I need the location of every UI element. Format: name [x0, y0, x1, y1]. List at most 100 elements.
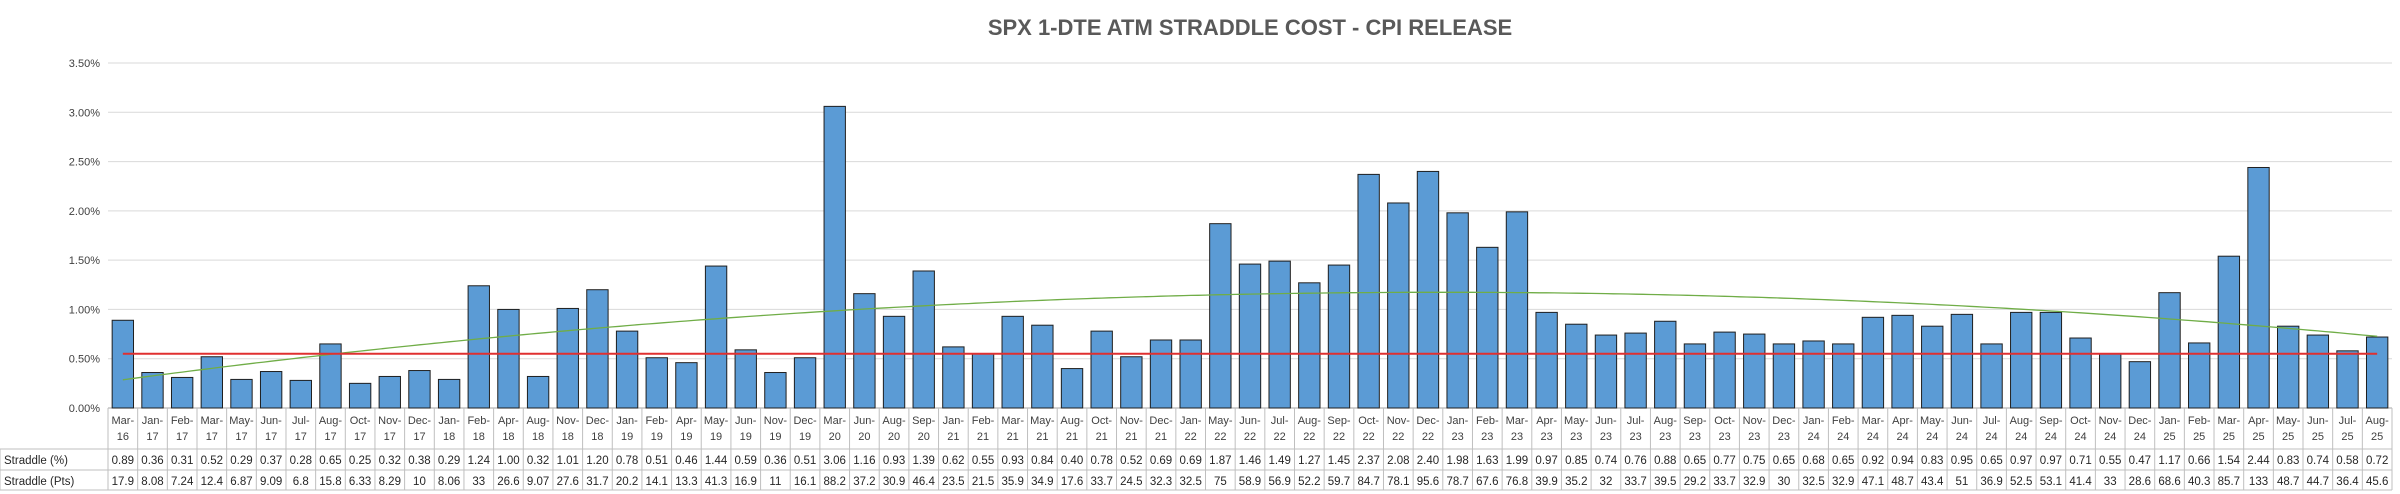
table-cell: 0.94 [1891, 455, 1914, 467]
bar [675, 362, 698, 409]
table-cell: 0.88 [1654, 455, 1676, 467]
x-tick-label: May- [1208, 415, 1233, 427]
table-cell: 0.31 [171, 455, 193, 467]
x-tick-label: Nov- [556, 415, 580, 427]
x-tick-label: May- [1030, 415, 1055, 427]
table-cell: 20.2 [616, 476, 638, 488]
table-cell: 51 [1955, 476, 1968, 488]
table-cell: 8.08 [141, 476, 163, 488]
bar [2365, 336, 2389, 409]
table-cell: 0.92 [1862, 455, 1884, 467]
x-tick-label: 24 [2104, 431, 2116, 443]
x-tick-label: Feb- [1476, 415, 1499, 427]
table-cell: 76.8 [1506, 476, 1528, 488]
x-tick-label: 23 [1659, 431, 1671, 443]
table-cell: 7.24 [171, 476, 194, 488]
y-tick-label: 1.50% [69, 255, 100, 267]
table-cell: 0.25 [349, 455, 371, 467]
x-tick-label: Feb- [467, 415, 490, 427]
trend-line [122, 291, 2378, 381]
x-tick-label: Nov- [1120, 415, 1144, 427]
table-cell: 85.7 [2218, 476, 2240, 488]
bar [408, 370, 431, 409]
bar [1179, 339, 1202, 409]
bar [378, 375, 401, 409]
x-tick-label: Apr- [498, 415, 519, 427]
table-cell: 29.2 [1684, 476, 1706, 488]
x-tick-label: 17 [384, 431, 396, 443]
table-cell: 1.24 [468, 455, 491, 467]
bar [230, 378, 253, 409]
table-cell: 0.69 [1179, 455, 1201, 467]
bar [1327, 264, 1351, 409]
table-cell: 0.69 [1150, 455, 1172, 467]
bar [2306, 334, 2330, 409]
table-cell: 52.5 [2010, 476, 2032, 488]
table-cell: 1.20 [586, 455, 608, 467]
x-tick-label: Mar- [1862, 415, 1885, 427]
table-cell: 39.9 [1535, 476, 1557, 488]
bar [1565, 323, 1588, 409]
table-cell: 0.77 [1713, 455, 1735, 467]
x-tick-label: Oct- [2070, 415, 2091, 427]
table-cell: 14.1 [646, 476, 668, 488]
table-cell: 0.36 [141, 455, 163, 467]
x-tick-label: 24 [1985, 431, 1997, 443]
x-tick-label: 23 [1778, 431, 1790, 443]
bar [1683, 343, 1707, 409]
x-tick-label: Jul- [1271, 415, 1289, 427]
bar [1416, 170, 1440, 409]
table-cell: 6.87 [230, 476, 252, 488]
y-tick-label: 3.00% [69, 107, 100, 119]
bar [1772, 343, 1796, 409]
bar [2069, 337, 2092, 409]
bar [2217, 255, 2241, 409]
x-tick-label: Mar- [1001, 415, 1024, 427]
bar [971, 353, 995, 409]
table-cell: 30 [1778, 476, 1791, 488]
table-cell: 0.62 [942, 455, 964, 467]
table-cell: 31.7 [586, 476, 608, 488]
bar [111, 319, 135, 409]
x-tick-label: Apr- [2248, 415, 2269, 427]
x-tick-label: 22 [1392, 431, 1404, 443]
table-cell: 16.1 [794, 476, 816, 488]
table-cell: 32.9 [1832, 476, 1854, 488]
table-cell: 1.44 [705, 455, 728, 467]
table-cell: 32.3 [1150, 476, 1172, 488]
table-cell: 0.55 [972, 455, 994, 467]
bar [526, 375, 550, 409]
table-cell: 0.65 [319, 455, 341, 467]
table-cell: 0.38 [408, 455, 430, 467]
table-cell: 34.9 [1031, 476, 1053, 488]
table-cell: 0.32 [527, 455, 549, 467]
table-cell: 0.72 [2366, 455, 2388, 467]
table-cell: 6.8 [293, 476, 309, 488]
table-cell: 17.6 [1061, 476, 1083, 488]
bar [1001, 315, 1024, 409]
x-tick-label: Jan- [1803, 415, 1825, 427]
table-cell: 21.5 [972, 476, 994, 488]
table-cell: 0.37 [260, 455, 282, 467]
bar [259, 371, 283, 409]
table-cell: 0.55 [2099, 455, 2121, 467]
table-cell: 1.63 [1476, 455, 1498, 467]
x-tick-label: Nov- [764, 415, 788, 427]
table-cell: 95.6 [1417, 476, 1439, 488]
x-tick-label: Aug- [1060, 415, 1084, 427]
table-cell: 0.66 [2188, 455, 2210, 467]
table-cell: 8.06 [438, 476, 460, 488]
x-tick-label: Dec- [586, 415, 610, 427]
x-tick-label: 20 [858, 431, 870, 443]
x-tick-label: Jun- [1239, 415, 1261, 427]
x-tick-label: 17 [354, 431, 366, 443]
x-tick-label: 22 [1333, 431, 1345, 443]
x-tick-label: Feb- [171, 415, 194, 427]
x-tick-label: 19 [740, 431, 752, 443]
x-tick-label: Jun- [2307, 415, 2329, 427]
bar [2247, 166, 2270, 409]
bar [1357, 173, 1380, 409]
x-tick-label: Jun- [1951, 415, 1973, 427]
table-cell: 33.7 [1090, 476, 1112, 488]
x-tick-label: May- [229, 415, 254, 427]
